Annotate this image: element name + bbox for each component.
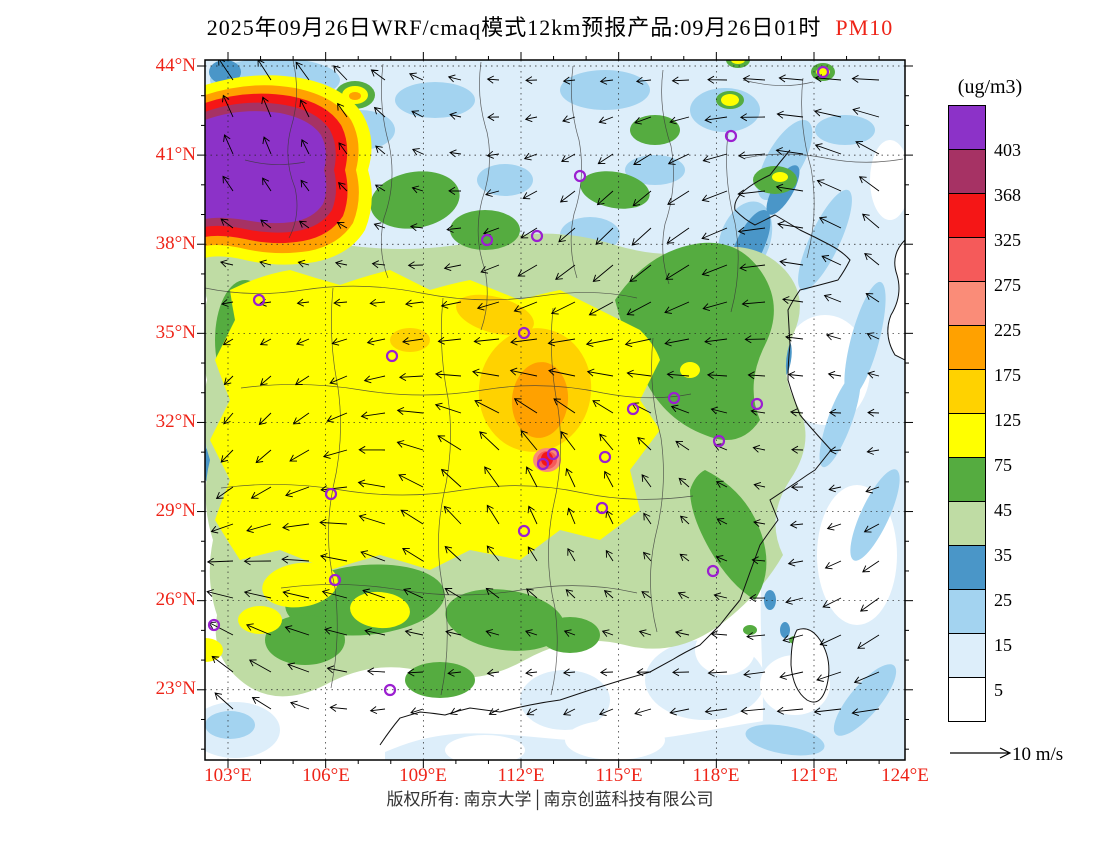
legend-color-block [948,413,986,458]
legend-level-label: 368 [994,185,1021,205]
map-frame [204,59,906,761]
legend-colorbar [948,105,986,722]
legend-color-block [948,281,986,326]
province-boundaries [205,60,904,696]
legend-level-label: 25 [994,590,1012,610]
lat-label: 23°N [155,678,196,699]
legend-color-block [948,193,986,238]
lon-label: 106°E [302,765,350,786]
legend-level-label: 225 [994,320,1021,340]
legend-color-block [948,589,986,634]
lat-label: 44°N [155,55,196,76]
axis-ticks [197,52,913,768]
legend-level-label: 5 [994,680,1003,700]
taiwan-island [790,628,830,703]
legend-level-label: 45 [994,500,1012,520]
wind-arrows [206,60,880,717]
legend-color-block [948,633,986,678]
lon-label: 109°E [399,765,447,786]
graticule-grid [205,60,905,760]
legend-level-label: 175 [994,365,1021,385]
wind-reference-label: 10 m/s [1012,744,1064,765]
legend-color-block [948,325,986,370]
lon-label: 121°E [790,765,838,786]
lon-label: 115°E [595,765,643,786]
legend-level-label: 15 [994,635,1012,655]
coastline [379,149,851,746]
wind-reference-arrow [950,747,1012,759]
legend-level-label: 325 [994,230,1021,250]
page-title: 2025年09月26日WRF/cmaq模式12km预报产品:09月26日01时 P… [0,10,1100,42]
dust-plume-northwest [205,75,372,265]
map-fill-layers [205,60,905,760]
lon-label: 124°E [881,765,929,786]
city-station-markers [207,65,830,697]
legend-color-block [948,149,986,194]
pollutant-label: PM10 [835,15,894,40]
title-text: 2025年09月26日WRF/cmaq模式12km预报产品:09月26日01时 [206,15,822,40]
lon-label: 112°E [497,765,545,786]
legend-color-block [948,677,986,722]
legend-level-label: 275 [994,275,1021,295]
lat-label: 41°N [155,144,196,165]
legend-color-block [948,457,986,502]
legend-color-block [948,105,986,150]
lat-label: 32°N [155,411,196,432]
korea-coast [887,239,905,361]
legend-level-label: 125 [994,410,1021,430]
lat-label: 29°N [155,500,196,521]
legend-color-block [948,369,986,414]
legend-color-block [948,545,986,590]
lat-label: 26°N [155,589,196,610]
legend-level-label: 35 [994,545,1012,565]
lat-label: 38°N [155,233,196,254]
legend-unit: (ug/m3) [957,76,1023,98]
forecast-map [197,52,913,768]
legend-color-block [948,237,986,282]
legend-color-block [948,501,986,546]
copyright-footer: 版权所有: 南京大学│南京创蓝科技有限公司 [386,790,714,809]
lon-label: 103°E [204,765,252,786]
legend-level-label: 75 [994,455,1012,475]
lat-label: 35°N [155,322,196,343]
legend-level-label: 403 [994,140,1021,160]
lon-label: 118°E [692,765,740,786]
